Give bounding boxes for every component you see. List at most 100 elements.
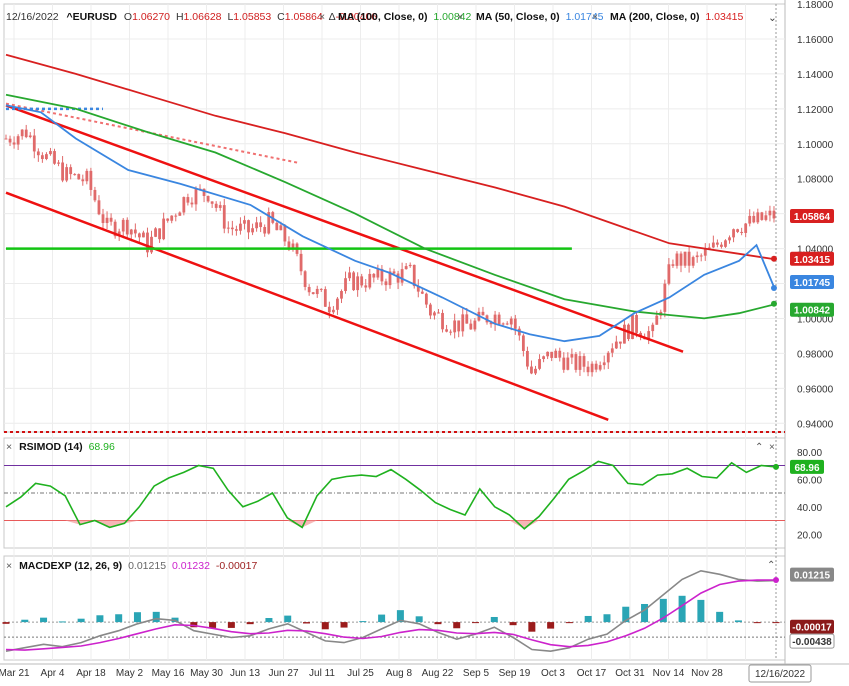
candle-body	[530, 366, 533, 374]
candle-body	[695, 255, 699, 258]
macd-histogram-bar	[265, 618, 273, 623]
candle-body	[715, 242, 719, 245]
ma50-line	[5, 104, 775, 343]
collapse-macd-icon[interactable]: ⌃	[767, 560, 775, 571]
x-tick-label: Nov 14	[653, 668, 685, 679]
ma-endpoint-dot	[770, 284, 777, 291]
macd-histogram-bar	[40, 617, 48, 623]
candle-body	[497, 314, 501, 325]
candle-body	[687, 251, 691, 266]
y-tick-label: 0.96000	[797, 384, 834, 395]
candle-body	[24, 129, 28, 138]
macd-histogram-bar	[2, 622, 10, 624]
candle-body	[16, 136, 20, 145]
x-tick-label: Sep 5	[463, 668, 490, 679]
candle-body	[142, 232, 145, 238]
candle-body	[287, 241, 291, 249]
close-ma100-icon[interactable]: ×	[319, 11, 325, 23]
macd-histogram-bar	[584, 615, 592, 623]
header-chg-label: Δ	[329, 11, 336, 23]
x-tick-label: Aug 22	[422, 668, 454, 679]
candle-body	[679, 253, 683, 266]
x-tick-label: Oct 31	[615, 668, 645, 679]
candle-body	[675, 253, 679, 266]
candle-body	[380, 268, 384, 282]
candle-body	[396, 273, 400, 283]
macd-line	[5, 569, 777, 653]
candle-body	[137, 233, 141, 238]
header-o-value: 1.06270	[132, 11, 170, 23]
header-h-value: 1.06628	[184, 11, 222, 23]
candle-body	[73, 174, 77, 176]
x-tick-label: Oct 17	[577, 668, 607, 679]
macd-histogram-bar	[547, 622, 555, 629]
candle-body	[327, 306, 331, 313]
candle-body	[728, 237, 731, 241]
candle-body	[218, 205, 222, 208]
candle-body	[602, 362, 606, 366]
main-panel-frame	[3, 3, 786, 433]
rsi-pill-label: 68.96	[794, 463, 819, 474]
legend-header: 12/16/2022 ^EURUSD O1.06270 H1.06628 L1.…	[6, 11, 377, 23]
candle-body	[752, 215, 756, 223]
candle-body	[146, 232, 149, 253]
candle-body	[182, 197, 186, 213]
x-tick-label: Jun 27	[268, 668, 298, 679]
candle-body	[178, 212, 182, 216]
rsi-endpoint-dot	[773, 463, 779, 470]
ma200-line	[5, 53, 775, 260]
ma50-label: MA (50, Close, 0)	[476, 11, 560, 23]
candle-body	[473, 320, 477, 330]
candle-body	[255, 222, 259, 229]
candle-body	[368, 273, 372, 288]
candle-body	[36, 151, 40, 156]
header-o-label: O	[124, 11, 132, 23]
candle-body	[594, 363, 598, 370]
candle-body	[445, 329, 448, 332]
macd-histogram-bar	[716, 611, 724, 623]
candle-body	[574, 354, 578, 370]
candle-body	[566, 357, 570, 370]
candle-body	[562, 357, 566, 370]
x-tick-label: May 2	[116, 668, 144, 679]
macd-histogram-bar	[152, 611, 160, 623]
chevron-down-icon[interactable]: ⌄	[768, 12, 777, 24]
candle-body	[158, 228, 161, 240]
macd-pill-label: -0.00438	[792, 637, 832, 648]
candle-body	[578, 356, 582, 370]
candle-body	[400, 269, 404, 283]
candle-body	[166, 218, 170, 221]
candle-body	[259, 222, 263, 228]
macd-histogram-bar	[378, 614, 386, 623]
macd-histogram-bar	[359, 621, 367, 623]
x-tick-label-current: 12/16/2022	[755, 669, 805, 680]
candle-body	[469, 323, 473, 330]
ma100-line	[5, 93, 775, 320]
close-ma50-icon[interactable]: ×	[457, 11, 463, 23]
close-rsi-panel-icon[interactable]: ×	[769, 442, 775, 453]
macd-histogram-bar	[302, 622, 310, 624]
lower-channel-line	[5, 191, 609, 421]
candle-body	[501, 323, 505, 325]
candle-body	[105, 217, 109, 223]
x-tick-label: Sep 19	[499, 668, 531, 679]
close-ma200-icon[interactable]: ×	[592, 11, 598, 23]
legend-ma50: MA (50, Close, 0) 1.01745	[476, 11, 604, 23]
candle-body	[57, 162, 60, 164]
candle-body	[85, 170, 89, 182]
collapse-rsi-icon[interactable]: ⌃	[755, 442, 763, 453]
macd-histogram-bar	[472, 622, 480, 624]
candle-body	[49, 151, 52, 155]
x-tick-label: Mar 21	[0, 668, 30, 679]
candle-body	[614, 341, 618, 349]
legend-ma200: MA (200, Close, 0) 1.03415	[610, 11, 744, 23]
price-pill-label: 1.01745	[794, 278, 831, 289]
candle-body	[190, 202, 194, 205]
candle-body	[340, 291, 343, 299]
macd-pill-bg	[789, 633, 835, 649]
candle-body	[433, 312, 436, 316]
candle-body	[720, 244, 723, 247]
candle-body	[691, 257, 695, 266]
legend-ma100: MA (100, Close, 0) 1.00842	[338, 11, 472, 23]
macd-histogram-bar	[321, 622, 329, 630]
